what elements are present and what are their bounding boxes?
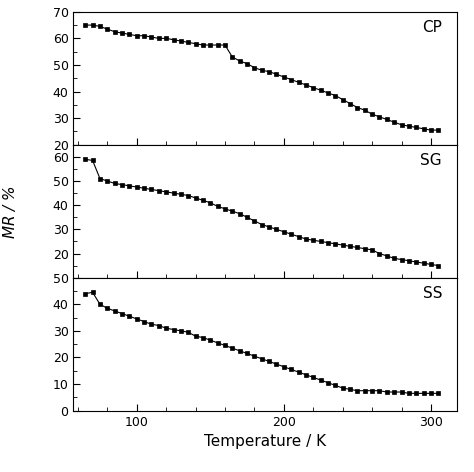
Text: SG: SG: [420, 153, 442, 168]
X-axis label: Temperature / K: Temperature / K: [204, 434, 327, 449]
Text: SS: SS: [422, 286, 442, 301]
Text: CP: CP: [422, 20, 442, 35]
Text: $MR$ / %: $MR$ / %: [1, 185, 18, 239]
